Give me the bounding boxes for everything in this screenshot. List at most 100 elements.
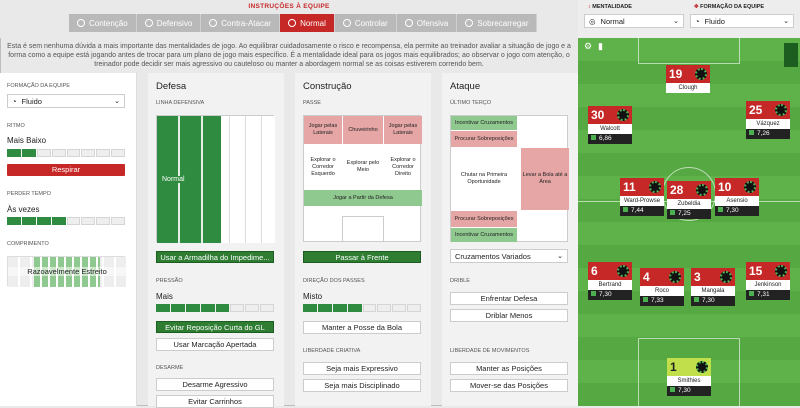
compass-icon: ✥ <box>694 4 701 10</box>
pressing-bar[interactable] <box>156 304 274 312</box>
player-card[interactable]: 6 Bertrand 7,30 <box>588 262 632 300</box>
player-card[interactable]: 1 Smithies 7,30 <box>667 358 711 396</box>
formation-label: FORMAÇÃO DA EQUIPE <box>7 83 70 89</box>
player-card[interactable]: 3 Mangala 7,30 <box>691 268 735 306</box>
avoid-sliding-button[interactable]: Evitar Carrinhos <box>156 395 274 408</box>
passing-direction-value: Misto <box>303 292 323 301</box>
tackling-label: DESARME <box>156 365 184 371</box>
player-card[interactable]: 30 Walcott 6,86 <box>588 106 632 144</box>
passing-label: PASSE <box>303 100 321 106</box>
overload-icon <box>465 19 474 27</box>
mentality-tabs: Contenção Defensivo Contra-Atacar Normal… <box>69 14 538 32</box>
passing-direction-label: DIREÇÃO DOS PASSES <box>303 278 365 284</box>
final-third-label: ÚLTIMO TERÇO <box>450 100 492 106</box>
pass-forward-button[interactable]: Passar à Frente <box>303 251 421 263</box>
dribbling-label: DRIBLE <box>450 278 470 284</box>
player-card[interactable]: 28 Zubeldia 7,25 <box>667 181 711 219</box>
mentality-label: ↕ MENTALIDADE <box>588 4 632 10</box>
mentality-select[interactable]: ◎ Normal ⌄ <box>584 14 684 28</box>
chevron-down-icon: ⌄ <box>783 18 789 25</box>
stats-icon[interactable]: ▮ <box>598 41 603 51</box>
chevron-down-icon: ⌄ <box>673 18 679 25</box>
zone-play-from-back[interactable]: Jogar a Partir da Defesa <box>304 190 422 206</box>
zone-play-wide-left[interactable]: Jogar pelas Laterais <box>304 116 342 144</box>
be-disciplined-button[interactable]: Seja mais Disciplinado <box>303 379 421 392</box>
fluid-icon: ◔ <box>695 16 700 26</box>
tab-contra-atacar[interactable]: Contra-Atacar <box>201 14 281 32</box>
player-card[interactable]: 25 Vázquez 7,26 <box>746 101 790 139</box>
run-at-defence-button[interactable]: Enfrentar Defesa <box>450 292 568 305</box>
right-formation-select[interactable]: ◔ Fluido ⌄ <box>690 14 794 28</box>
defensive-line-value: Normal <box>160 176 187 183</box>
player-card[interactable]: 15 Jenkinson 7,31 <box>746 262 790 300</box>
instructions-title: INSTRUÇÕES À EQUIPE <box>248 3 330 10</box>
movement-label: LIBERDADE DE MOVIMENTOS <box>450 348 530 354</box>
zone-play-wide-right[interactable]: Jogar pelas Laterais <box>384 116 422 144</box>
rhythm-value: Mais Baixo <box>7 136 47 145</box>
attack-column: Ataque ÚLTIMO TERÇO Incentivar Cruzament… <box>442 73 578 406</box>
player-card[interactable]: 19 Clough <box>666 65 710 103</box>
tab-normal[interactable]: Normal <box>280 14 335 32</box>
zone-cross-bottom[interactable]: Incentivar Cruzamentos <box>451 228 517 242</box>
zone-exploit-left[interactable]: Explorar o Corredor Esquerdo <box>310 156 336 177</box>
waste-time-label: PERDER TEMPO <box>7 191 51 197</box>
attack-icon <box>404 19 413 27</box>
shield-icon <box>77 19 85 27</box>
player-card[interactable]: 10 Asensio 7,30 <box>715 178 759 216</box>
chevron-down-icon: ⌄ <box>114 98 120 105</box>
target-icon: ◎ <box>589 16 596 26</box>
zone-shoot-on-sight[interactable]: Chutar na Primeira Oportunidade <box>460 172 508 185</box>
defensive-line-pitch[interactable]: Normal <box>156 115 275 243</box>
tab-ofensiva[interactable]: Ofensiva <box>396 14 458 32</box>
pressing-label: PRESSÃO <box>156 278 183 284</box>
zone-overlap-top[interactable]: Procurar Sobreposições <box>451 131 517 147</box>
tab-contencao[interactable]: Contenção <box>69 14 137 32</box>
defense-column: Defesa LINHA DEFENSIVA Normal Usar a Arm… <box>148 73 284 408</box>
rhythm-bar[interactable] <box>7 149 125 157</box>
pressing-value: Mais <box>156 292 173 301</box>
mentality-description: Esta é sem nenhuma dúvida a mais importa… <box>7 43 571 68</box>
zone-work-into-box[interactable]: Levar a Bola até a Área <box>521 148 569 210</box>
defensive-line-label: LINHA DEFENSIVA <box>156 100 205 106</box>
arrow-icon: ↕ <box>588 4 593 10</box>
crossing-select[interactable]: Cruzamentos Variados ⌄ <box>450 249 568 263</box>
formation-select[interactable]: ◔ Fluido ⌄ <box>7 94 125 108</box>
defense-title: Defesa <box>156 81 187 92</box>
keep-possession-button[interactable]: Manter a Posse da Bola <box>303 321 421 334</box>
tight-marking-button[interactable]: Usar Marcação Apertada <box>156 338 274 351</box>
dribble-less-button[interactable]: Driblar Menos <box>450 309 568 322</box>
passing-direction-bar[interactable] <box>303 304 421 312</box>
width-selector[interactable]: Razoavelmente Estreito <box>7 256 126 287</box>
zone-exploit-middle[interactable]: Explorar pelo Meio <box>346 160 380 173</box>
player-card[interactable]: 11 Ward-Prowse 7,44 <box>620 178 664 216</box>
rhythm-label: RITMO <box>7 123 25 129</box>
offside-trap-button[interactable]: Usar a Armadilha do Impedime... <box>156 251 274 263</box>
right-formation-label: ✥ FORMAÇÃO DA EQUIPE <box>694 4 765 10</box>
target-icon <box>288 19 297 27</box>
shield-icon <box>144 19 153 27</box>
zone-cross-top[interactable]: Incentivar Cruzamentos <box>451 116 517 130</box>
control-icon <box>342 19 351 27</box>
gear-icon[interactable]: ⚙ <box>584 41 593 51</box>
roam-button[interactable]: Mover-se das Posições <box>450 379 568 392</box>
zone-overlap-bottom[interactable]: Procurar Sobreposições <box>451 211 517 227</box>
tab-defensivo[interactable]: Defensivo <box>136 14 202 32</box>
final-third-pitch[interactable]: Incentivar Cruzamentos Procurar Sobrepos… <box>450 115 569 242</box>
be-expressive-button[interactable]: Seja mais Expressivo <box>303 362 421 375</box>
passing-pitch[interactable]: Jogar pelas Laterais Chuveirinho Jogar p… <box>303 115 422 242</box>
player-card[interactable]: 4 Roco 7,33 <box>640 268 684 306</box>
tab-sobrecarregar[interactable]: Sobrecarregar <box>457 14 538 32</box>
buildup-title: Construção <box>303 81 352 92</box>
aggressive-tackle-button[interactable]: Desarme Agressivo <box>156 378 274 391</box>
zone-exploit-right[interactable]: Explorar o Corredor Direito <box>390 156 416 177</box>
zone-long-ball[interactable]: Chuveirinho <box>343 116 383 144</box>
tactics-pitch: ⚙ ▮ 19 Clough 30 Walcott 6,86 25 Vázquez 7,26… <box>578 38 800 406</box>
left-panel: FORMAÇÃO DA EQUIPE ◔ Fluido ⌄ RITMO Mais B… <box>0 73 137 406</box>
creative-freedom-label: LIBERDADE CRIATIVA <box>303 348 361 354</box>
respirar-button[interactable]: Respirar <box>7 164 125 176</box>
side-panel-toggle[interactable] <box>784 43 798 67</box>
waste-time-bar[interactable] <box>7 217 125 225</box>
hold-position-button[interactable]: Manter as Posições <box>450 362 568 375</box>
short-gk-button[interactable]: Evitar Reposição Curta do GL <box>156 321 274 333</box>
tab-controlar[interactable]: Controlar <box>334 14 397 32</box>
